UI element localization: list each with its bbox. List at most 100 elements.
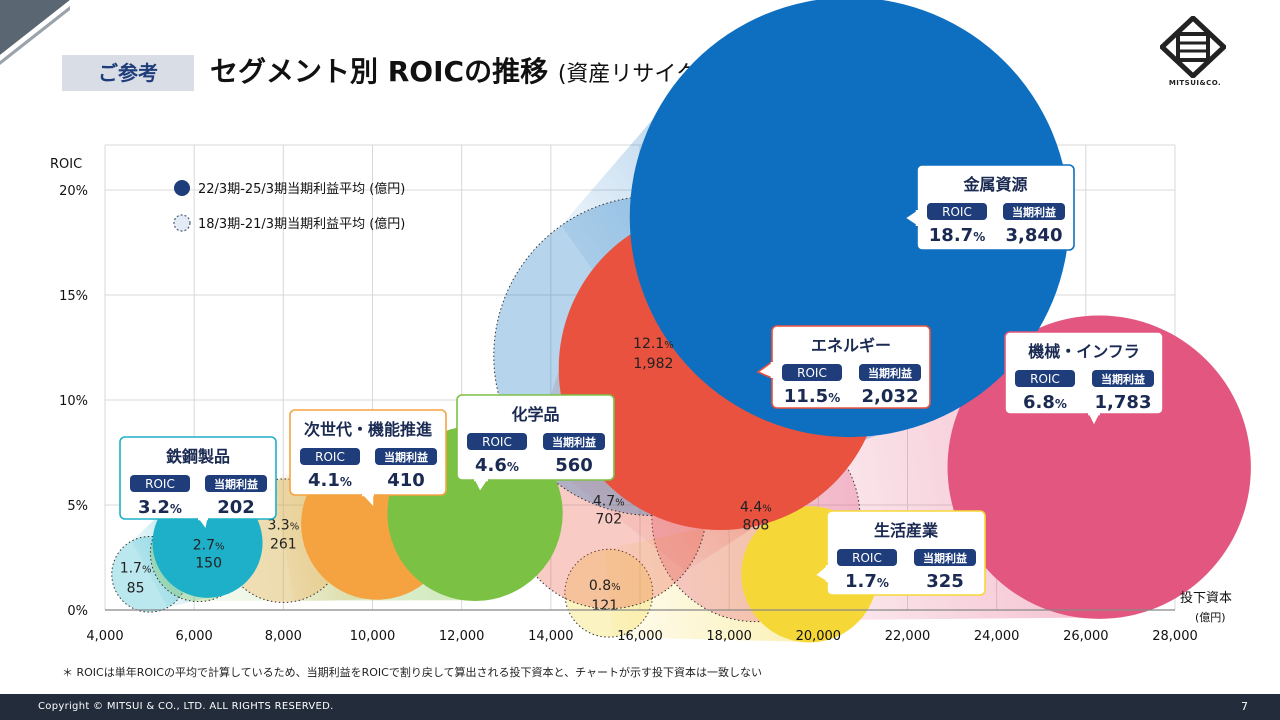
percent-unit: % [877,576,889,590]
segment-name: 化学品 [511,405,559,424]
percent-unit: % [664,340,674,351]
old-roic-value: 0.8 [589,578,611,594]
profit-pill-label: 当期利益 [868,366,912,380]
callout-box [826,510,986,596]
roic-number: 6.8 [1023,392,1055,413]
roic-number: 18.7 [929,225,973,246]
y-tick-label: 15% [59,289,88,304]
roic-pill [130,475,190,492]
profit-pill [375,448,437,465]
old-roic-label: 0.8% [589,578,621,594]
roic-pill [782,364,842,381]
old-roic-value: 2.7 [193,537,215,553]
segment-name: 鉄鋼製品 [166,447,230,466]
roic-pill-label: ROIC [1030,372,1060,386]
legend-dotted-marker [173,214,191,232]
x-tick-label: 4,000 [86,629,123,644]
old-roic-value: 4.7 [593,493,615,509]
percent-unit: % [290,522,300,533]
roic-bubble-chart: 1.7% 85 3.3% 261 2.7% 150 0.8% 121 4.4% 808 4.7% 70… [50,0,1251,644]
x-tick-label: 22,000 [885,629,931,644]
roic-number: 1.7 [845,571,877,592]
x-tick-label: 28,000 [1152,629,1198,644]
callout-box [456,394,615,481]
roic-pill [467,433,527,450]
chart-axes: 4,000 6,000 8,000 10,000 12,000 14,000 16,000 1… [50,157,1232,644]
segment-name: エネルギー [811,336,891,355]
old-profit-label: 261 [270,537,297,553]
old-roic-value: 1.7 [120,560,142,576]
percent-unit: % [762,504,772,515]
profit-pill-label: 当期利益 [923,551,967,565]
segment-name: 生活産業 [874,521,939,540]
profit-value: 3,840 [1006,225,1063,246]
profit-pill-label: 当期利益 [1012,205,1056,219]
y-tick-label: 10% [59,394,88,409]
footnote: ＊ ROICは単年ROICの平均で計算しているため、当期利益をROICで割り戻し… [62,666,762,679]
chart-legend: 22/3期-25/3期当期利益平均 (億円) 18/3期-21/3期当期利益平均 … [173,180,405,232]
new-bubble [629,0,1070,438]
callout-3: 生活産業 ROIC 当期利益 1.7% 325 [813,510,986,596]
logo-text: MITSUI&CO. [1168,79,1222,87]
roic-value: 4.6% [475,455,519,476]
old-profit-label: 1,982 [633,356,673,372]
old-profit-label: 85 [127,580,145,596]
percent-unit: % [507,460,519,474]
y-tick-label: 20% [59,184,88,199]
callout-box [916,164,1075,251]
roic-pill-label: ROIC [942,205,972,219]
old-roic-value: 12.1 [633,336,664,352]
callout-box [1004,331,1164,415]
legend-label: 22/3期-25/3期当期利益平均 (億円) [198,181,405,197]
reference-tag: ご参考 [62,55,194,91]
roic-pill-label: ROIC [852,551,882,565]
x-tick-label: 12,000 [439,629,485,644]
old-bubble [564,548,654,638]
callout-1: 次世代・機能推進 ROIC 当期利益 4.1% 410 [289,409,447,511]
percent-unit: % [1055,397,1067,411]
old-roic-label: 12.1% [633,336,674,352]
profit-pill-label: 当期利益 [384,450,428,464]
roic-number: 4.1 [308,470,340,491]
profit-pill [1092,370,1154,387]
x-tick-label: 8,000 [265,629,302,644]
roic-value: 4.1% [308,470,352,491]
old-profit-label: 808 [743,518,770,534]
roic-value: 11.5% [784,386,840,407]
profit-pill [205,475,267,492]
x-axis-label: 投下資本 [1180,590,1232,606]
percent-unit: % [170,502,182,516]
profit-pill [914,549,976,566]
callout-4: 機械・インフラ ROIC 当期利益 6.8% 1,783 [1004,331,1164,428]
corner-decoration [0,0,70,65]
roic-number: 11.5 [784,386,828,407]
profit-value: 2,032 [862,386,919,407]
profit-value: 560 [555,455,593,476]
percent-unit: % [142,564,152,575]
profit-pill [859,364,921,381]
title-main: セグメント別 ROICの推移 [210,55,549,88]
percent-unit: % [828,391,840,405]
roic-pill [927,203,987,220]
roic-number: 4.6 [475,455,507,476]
profit-pill-label: 当期利益 [214,477,258,491]
y-tick-label: 5% [67,499,88,514]
x-tick-label: 20,000 [796,629,842,644]
old-roic-label: 4.4% [740,500,772,516]
old-profit-label: 150 [195,555,222,571]
callout-0: 鉄鋼製品 ROIC 当期利益 3.2% 202 [119,436,277,532]
profit-value: 1,783 [1095,392,1152,413]
callout-2: 化学品 ROIC 当期利益 4.6% 560 [456,394,615,494]
old-profit-label: 702 [595,511,622,527]
mitsui-logo-icon [1160,16,1226,78]
bubbles: 1.7% 85 3.3% 261 2.7% 150 0.8% 121 4.4% 808 4.7% 70… [111,0,1251,643]
percent-unit: % [215,541,225,552]
page-number: 7 [1241,700,1248,713]
segment-name: 機械・インフラ [1028,342,1140,361]
legend-solid-marker [174,180,190,196]
x-tick-label: 18,000 [706,629,752,644]
roic-pill-label: ROIC [315,450,345,464]
percent-unit: % [973,230,985,244]
profit-value: 410 [387,470,425,491]
old-profit-label: 121 [591,598,618,614]
